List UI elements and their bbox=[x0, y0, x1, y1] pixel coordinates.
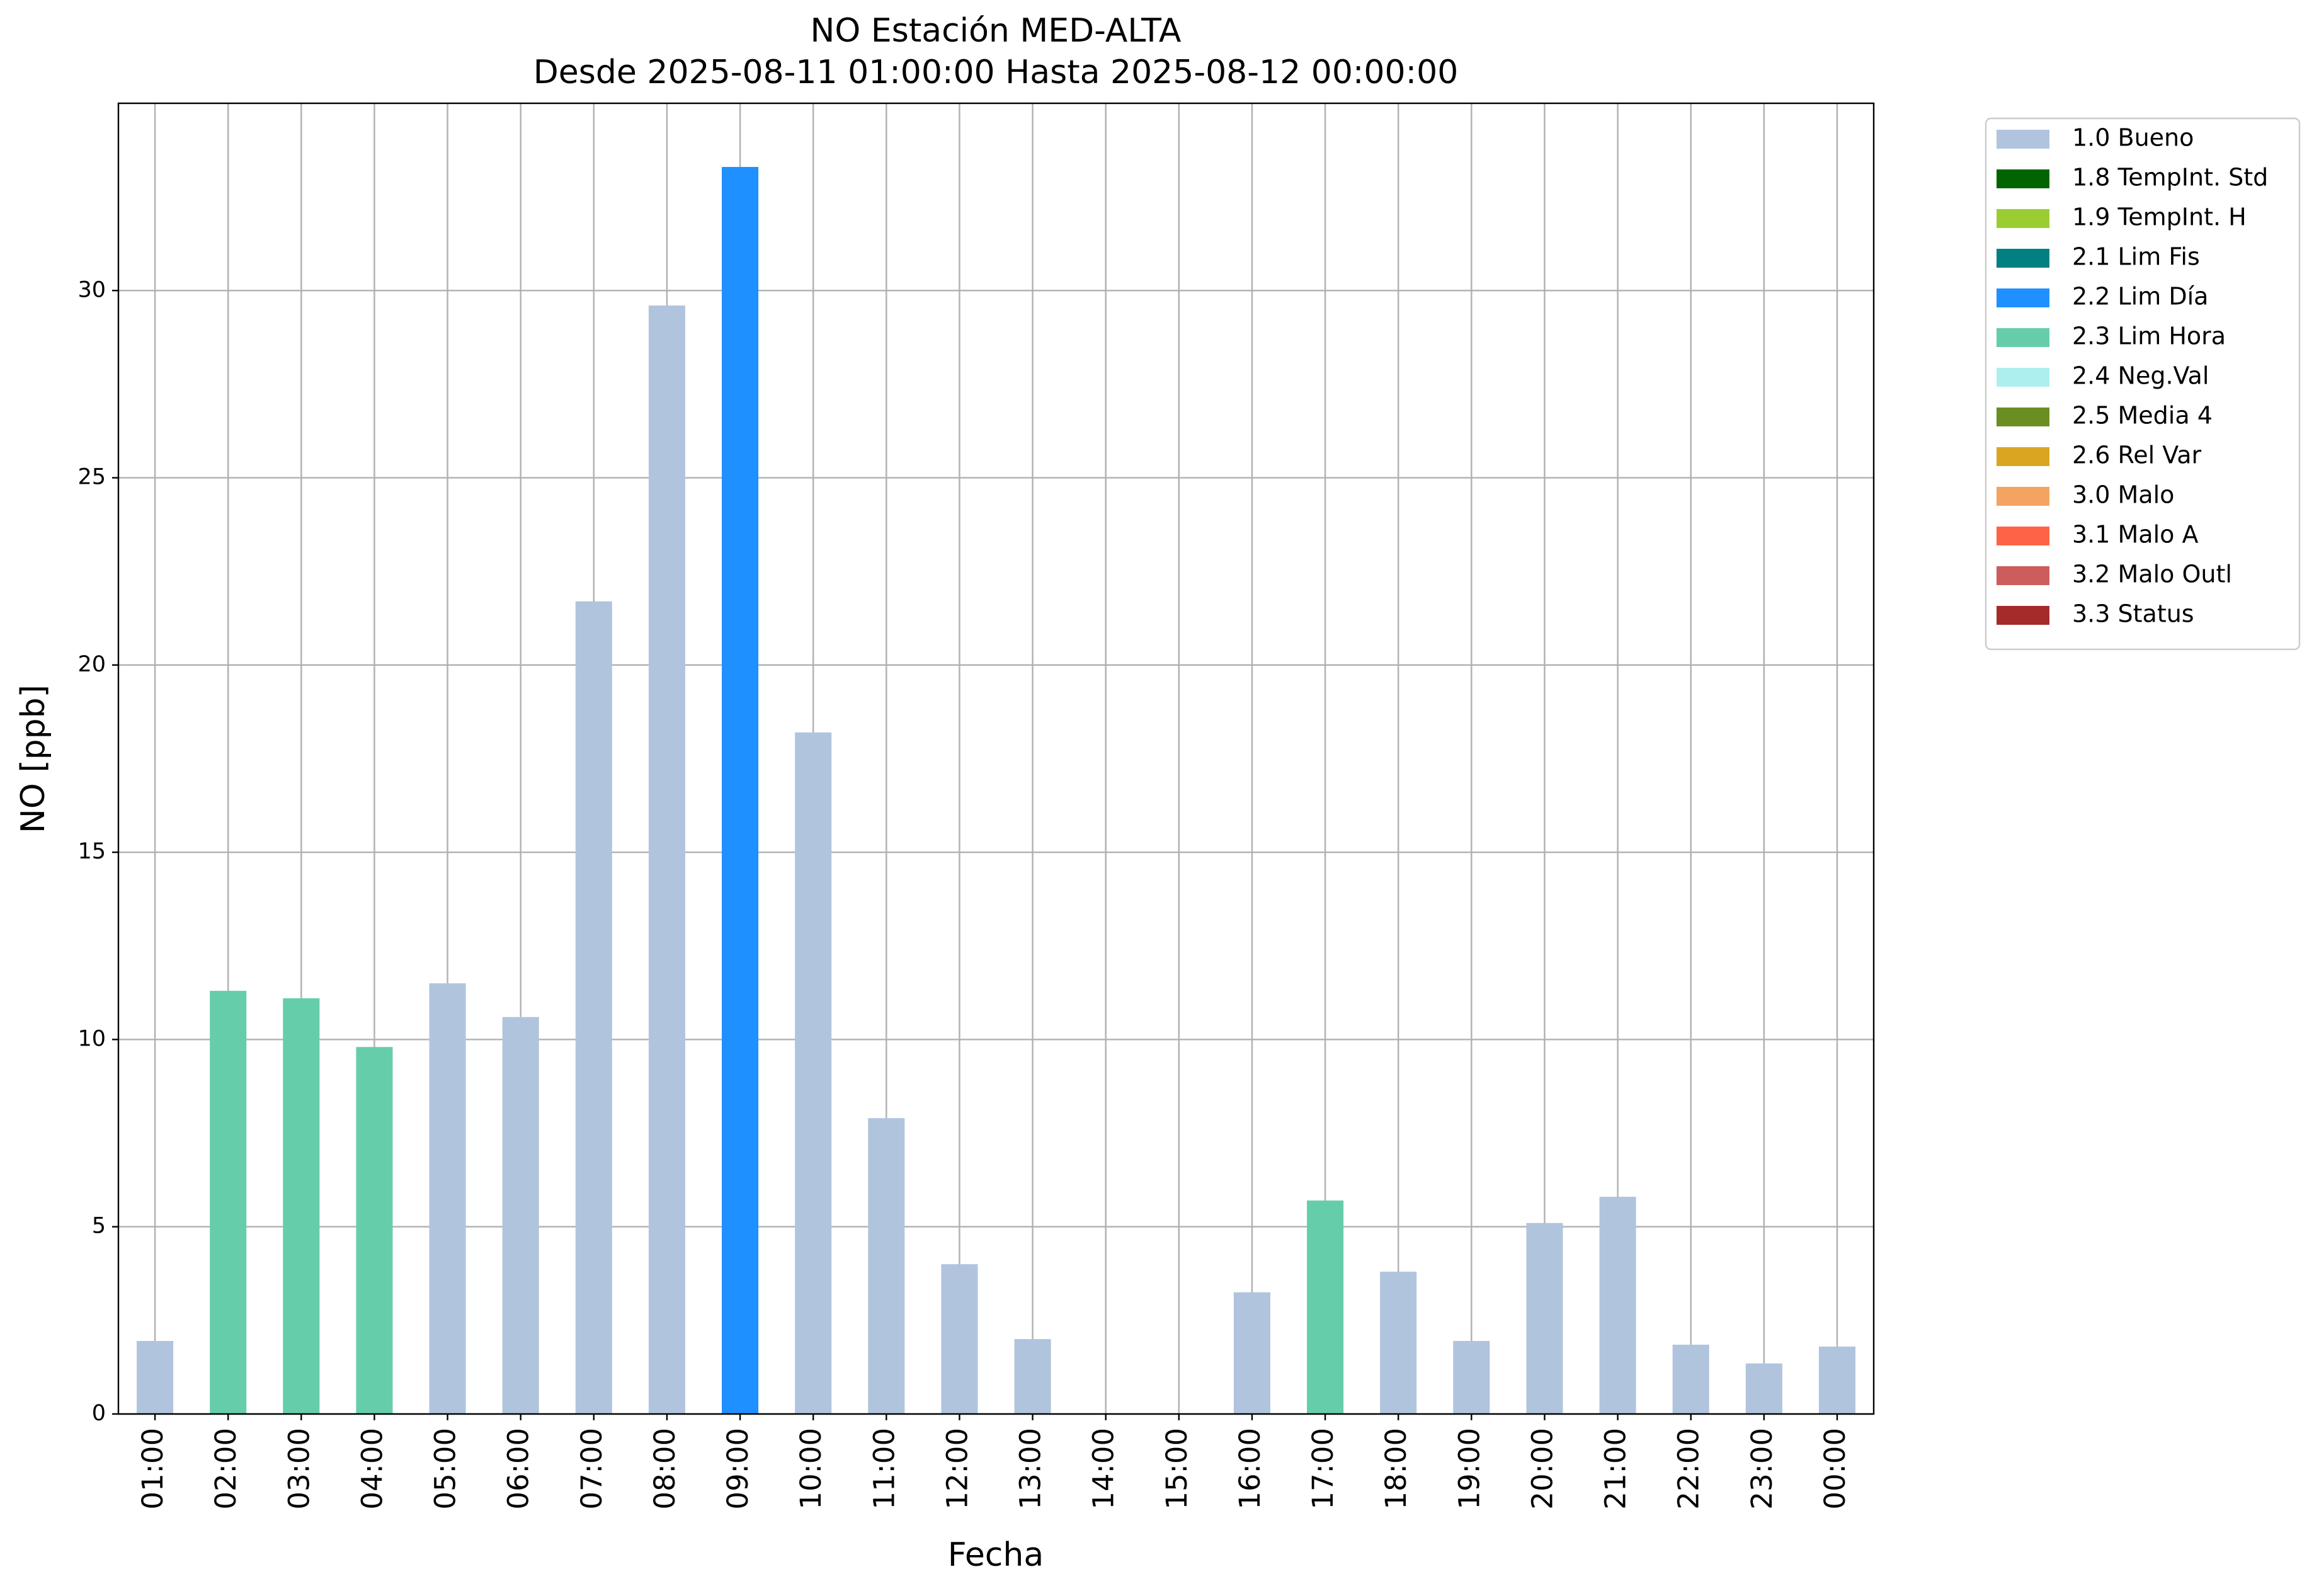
x-tick-label: 11:00 bbox=[867, 1428, 901, 1510]
x-tick-label: 02:00 bbox=[209, 1428, 242, 1510]
legend-swatch bbox=[1997, 328, 2049, 347]
legend-swatch bbox=[1997, 249, 2049, 268]
x-tick-label: 07:00 bbox=[575, 1428, 608, 1510]
x-tick-label: 18:00 bbox=[1379, 1428, 1413, 1510]
x-tick-label: 09:00 bbox=[721, 1428, 755, 1510]
legend-label: 3.3 Status bbox=[2072, 600, 2194, 628]
bar bbox=[868, 1118, 905, 1414]
x-tick-label: 05:00 bbox=[429, 1428, 462, 1510]
bar bbox=[795, 732, 832, 1414]
bar bbox=[1233, 1292, 1270, 1414]
plot-frame bbox=[117, 102, 1875, 1415]
chart-subtitle: Desde 2025-08-11 01:00:00 Hasta 2025-08-… bbox=[533, 54, 1459, 91]
x-tick-label: 00:00 bbox=[1818, 1428, 1852, 1510]
x-tick-label: 15:00 bbox=[1160, 1428, 1194, 1510]
legend-swatch bbox=[1997, 606, 2049, 625]
legend-frame bbox=[1985, 117, 2301, 651]
bar bbox=[1014, 1339, 1051, 1414]
x-tick-label: 04:00 bbox=[355, 1428, 389, 1510]
y-tick-label: 5 bbox=[92, 1214, 106, 1239]
legend-label: 1.0 Bueno bbox=[2072, 124, 2194, 152]
x-axis-label: Fecha bbox=[948, 1536, 1044, 1574]
bar bbox=[429, 983, 466, 1414]
y-tick-label: 20 bbox=[77, 652, 106, 677]
x-tick-label: 17:00 bbox=[1306, 1428, 1340, 1510]
y-tick-label: 30 bbox=[77, 277, 106, 302]
x-tick-label: 10:00 bbox=[794, 1428, 828, 1510]
x-tick-label: 12:00 bbox=[940, 1428, 974, 1510]
bar bbox=[1745, 1363, 1782, 1414]
y-tick-label: 10 bbox=[77, 1026, 106, 1051]
legend-label: 3.2 Malo Outl bbox=[2072, 561, 2232, 588]
x-tick-label: 16:00 bbox=[1233, 1428, 1267, 1510]
legend-label: 1.9 TempInt. H bbox=[2072, 203, 2247, 231]
bar bbox=[722, 167, 759, 1414]
bar bbox=[1307, 1200, 1344, 1414]
legend-swatch bbox=[1997, 288, 2049, 307]
legend-label: 2.2 Lim Día bbox=[2072, 283, 2208, 311]
legend-swatch bbox=[1997, 527, 2049, 545]
x-tick-label: 19:00 bbox=[1452, 1428, 1486, 1510]
legend-swatch bbox=[1997, 209, 2049, 228]
y-tick-label: 25 bbox=[77, 465, 106, 490]
bar bbox=[210, 991, 247, 1414]
legend-label: 3.1 Malo A bbox=[2072, 521, 2198, 549]
bar bbox=[1818, 1346, 1855, 1414]
legend-label: 2.1 Lim Fis bbox=[2072, 243, 2200, 271]
y-axis-label: NO [ppb] bbox=[14, 685, 52, 833]
bar bbox=[1672, 1345, 1709, 1414]
legend-swatch bbox=[1997, 408, 2049, 426]
bar bbox=[502, 1017, 539, 1414]
legend-label: 2.6 Rel Var bbox=[2072, 442, 2202, 469]
x-tick-label: 03:00 bbox=[282, 1428, 316, 1510]
y-tick-label: 15 bbox=[77, 839, 106, 864]
bar bbox=[137, 1341, 174, 1414]
legend-label: 1.8 TempInt. Std bbox=[2072, 164, 2268, 191]
legend-label: 2.3 Lim Hora bbox=[2072, 322, 2226, 350]
bars bbox=[137, 167, 1855, 1414]
x-tick-label: 22:00 bbox=[1672, 1428, 1706, 1510]
x-tick-label: 21:00 bbox=[1599, 1428, 1632, 1510]
bar bbox=[1380, 1272, 1417, 1414]
bar bbox=[648, 305, 685, 1414]
x-tick-label: 06:00 bbox=[502, 1428, 535, 1510]
legend-label: 3.0 Malo bbox=[2072, 481, 2174, 509]
legend: 1.0 Bueno 1.8 TempInt. Std 1.9 TempInt. H 2… bbox=[1985, 117, 2301, 651]
bar bbox=[283, 998, 320, 1414]
x-tick-label: 08:00 bbox=[648, 1428, 681, 1510]
x-tick-label: 01:00 bbox=[136, 1428, 169, 1510]
x-tick-label: 13:00 bbox=[1014, 1428, 1047, 1510]
legend-swatch bbox=[1997, 368, 2049, 387]
legend-swatch bbox=[1997, 130, 2049, 149]
legend-swatch bbox=[1997, 487, 2049, 506]
legend-label: 2.5 Media 4 bbox=[2072, 402, 2213, 430]
bar bbox=[1453, 1341, 1490, 1414]
bar bbox=[941, 1264, 978, 1414]
x-tick-label: 14:00 bbox=[1087, 1428, 1120, 1510]
legend-swatch bbox=[1997, 447, 2049, 466]
bar bbox=[356, 1047, 393, 1414]
bar bbox=[1599, 1197, 1636, 1414]
legend-swatch bbox=[1997, 169, 2049, 188]
x-tick-label: 23:00 bbox=[1745, 1428, 1779, 1510]
legend-swatch bbox=[1997, 566, 2049, 585]
chart-title: NO Estación MED-ALTA bbox=[811, 12, 1182, 50]
y-tick-label: 0 bbox=[92, 1401, 106, 1426]
x-tick-label: 20:00 bbox=[1525, 1428, 1559, 1510]
bar bbox=[1526, 1223, 1563, 1414]
bar bbox=[575, 601, 612, 1414]
legend-label: 2.4 Neg.Val bbox=[2072, 362, 2209, 390]
